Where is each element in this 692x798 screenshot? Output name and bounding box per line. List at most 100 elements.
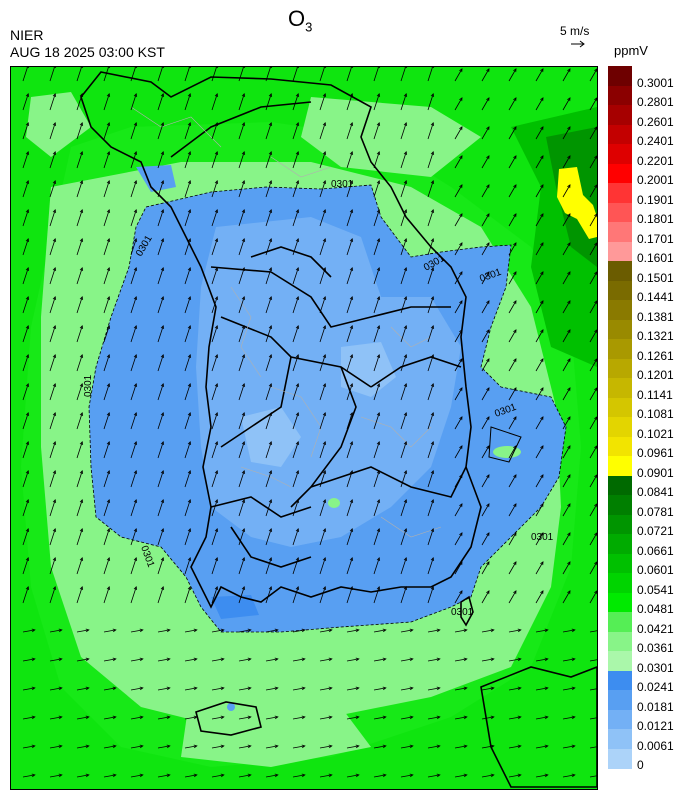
wind-arrow-head	[544, 686, 549, 691]
wind-arrow	[373, 151, 380, 169]
wind-arrow-head	[376, 353, 381, 359]
wind-arrow-head	[160, 92, 165, 98]
wind-arrow-head	[25, 585, 30, 591]
wind-arrow-head	[567, 184, 571, 189]
wind-arrow-head	[241, 440, 246, 446]
wind-arrow	[211, 296, 218, 314]
wind-arrow	[535, 242, 544, 256]
wind-arrow-head	[166, 628, 171, 633]
wind-arrow-head	[513, 445, 517, 450]
wind-arrow	[292, 93, 299, 111]
wind-arrow	[103, 296, 110, 314]
wind-arrow-head	[540, 155, 544, 160]
wind-arrow-head	[106, 295, 111, 301]
wind-arrow-head	[486, 184, 490, 189]
legend-label: 0.0961	[637, 446, 674, 461]
wind-arrow-head	[52, 382, 57, 388]
wind-arrow	[427, 557, 434, 575]
wind-arrow-head	[459, 126, 463, 131]
wind-arrow	[373, 774, 386, 778]
wind-arrow	[508, 716, 521, 720]
wind-arrow	[589, 503, 597, 517]
wind-arrow-head	[160, 324, 165, 330]
wind-arrow-head	[540, 387, 544, 392]
wind-arrow	[265, 67, 271, 82]
wind-arrow-head	[349, 179, 354, 185]
wind-arrow	[589, 68, 597, 82]
wind-arrow-head	[187, 469, 192, 475]
wind-arrow-head	[133, 440, 138, 446]
wind-arrow	[346, 267, 353, 285]
wind-arrow-head	[133, 295, 138, 301]
wind-arrow-head	[133, 324, 138, 330]
wind-arrow-head	[133, 556, 138, 562]
wind-arrow	[76, 745, 89, 749]
wind-arrow-head	[486, 300, 490, 305]
wind-arrow	[292, 629, 305, 633]
wind-arrow	[22, 67, 28, 82]
wind-arrow	[373, 122, 380, 140]
wind-arrow	[481, 271, 490, 285]
wind-arrow	[49, 528, 56, 546]
wind-arrow	[211, 122, 218, 140]
wind-arrow	[265, 745, 278, 749]
wind-arrow	[454, 184, 463, 198]
wind-arrow	[346, 557, 353, 575]
wind-arrow-head	[166, 715, 171, 720]
wind-arrow-head	[214, 469, 219, 475]
wind-arrow-head	[85, 773, 90, 778]
wind-arrow-head	[382, 773, 387, 778]
wind-arrow-head	[567, 213, 571, 218]
wind-arrow-head	[490, 744, 495, 749]
wind-arrow	[319, 209, 326, 227]
wind-arrow	[292, 557, 299, 575]
wind-arrow	[508, 561, 517, 575]
wind-arrow-head	[79, 92, 84, 98]
wind-arrow	[373, 687, 386, 691]
legend-label: 0.1801	[637, 212, 674, 227]
wind-arrow-head	[486, 387, 490, 392]
wind-arrow-head	[459, 329, 463, 334]
wind-arrow-head	[58, 657, 63, 662]
wind-arrow-head	[268, 324, 273, 330]
wind-arrow	[184, 296, 191, 314]
wind-arrow-head	[486, 590, 490, 595]
wind-arrow-head	[382, 715, 387, 720]
wind-arrow-head	[594, 68, 597, 73]
wind-arrow	[481, 687, 494, 691]
wind-arrow	[265, 383, 272, 401]
wind-arrow-head	[382, 628, 387, 633]
wind-arrow-head	[409, 744, 414, 749]
legend-label: 0.2601	[637, 114, 674, 129]
wind-arrow	[22, 470, 29, 488]
wind-arrow-head	[328, 744, 333, 749]
wind-arrow	[427, 441, 434, 459]
wind-arrow-head	[540, 416, 544, 421]
wind-arrow	[76, 354, 83, 372]
wind-arrow-head	[463, 657, 468, 662]
wind-arrow-head	[187, 353, 192, 359]
wind-arrow	[454, 561, 463, 575]
wind-arrow	[589, 561, 597, 575]
wind-arrow	[454, 445, 463, 459]
wind-arrow-head	[486, 503, 490, 508]
wind-arrow	[292, 267, 299, 285]
wind-arrow	[562, 716, 575, 720]
wind-arrow	[130, 528, 137, 546]
wind-arrow	[535, 213, 544, 227]
wind-arrow	[292, 745, 305, 749]
wind-arrow	[373, 238, 380, 256]
wind-arrow	[535, 629, 548, 633]
legend-label: 0.0121	[637, 719, 674, 734]
wind-arrow-head	[31, 773, 36, 778]
wind-arrow-head	[295, 440, 300, 446]
wind-arrow-head	[349, 208, 354, 214]
wind-arrow	[76, 67, 82, 82]
wind-arrow-head	[382, 657, 387, 662]
wind-arrow-head	[594, 474, 597, 479]
wind-arrow	[508, 358, 517, 372]
wind-arrow	[76, 687, 89, 691]
wind-arrow-head	[322, 121, 327, 127]
wind-arrow-head	[322, 382, 327, 388]
wind-arrow-head	[214, 237, 219, 243]
